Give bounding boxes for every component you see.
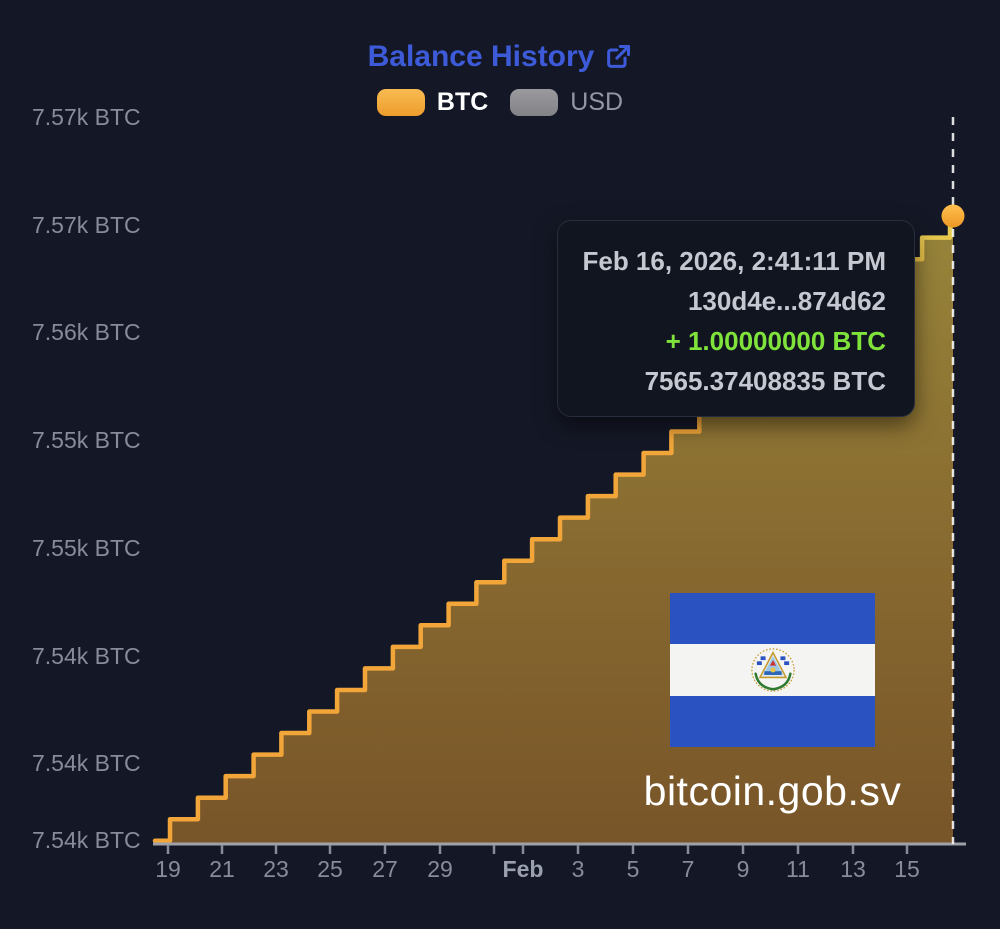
x-axis-label: 11 xyxy=(786,856,810,882)
btc-legend-label: BTC xyxy=(436,88,489,116)
y-axis-label: 7.55k BTC xyxy=(32,535,141,561)
el-salvador-flag xyxy=(670,593,875,747)
x-axis-label: 15 xyxy=(894,856,920,882)
x-axis-label: 23 xyxy=(263,856,289,882)
y-axis-label: 7.55k BTC xyxy=(32,427,141,453)
y-axis-label: 7.54k BTC xyxy=(32,827,141,853)
crosshair-dot xyxy=(941,204,965,228)
x-axis-label: 29 xyxy=(427,856,453,882)
chart-legend: BTC USD xyxy=(0,88,1000,117)
el-salvador-coat-of-arms xyxy=(750,648,795,692)
tooltip: Feb 16, 2026, 2:41:11 PM 130d4e...874d62… xyxy=(557,220,915,417)
page-title: Balance History xyxy=(367,40,595,73)
x-axis-label: 13 xyxy=(840,856,866,882)
tooltip-tx-hash: 130d4e...874d62 xyxy=(687,286,886,316)
x-axis-label: 19 xyxy=(155,856,181,882)
x-axis-label: 3 xyxy=(571,856,585,882)
usd-legend-label: USD xyxy=(570,88,624,116)
x-axis-ticks xyxy=(166,845,909,854)
tooltip-timestamp: Feb 16, 2026, 2:41:11 PM xyxy=(582,246,886,276)
y-axis-label: 7.54k BTC xyxy=(32,750,141,776)
site-watermark: bitcoin.gob.sv xyxy=(643,768,902,814)
y-axis-label: 7.54k BTC xyxy=(32,643,141,669)
y-axis-label: 7.56k BTC xyxy=(32,319,141,345)
legend-item-btc[interactable]: BTC xyxy=(376,88,489,117)
external-link-icon xyxy=(607,44,631,68)
balance-history-link[interactable]: Balance History xyxy=(368,40,633,74)
x-axis-label: 27 xyxy=(372,856,398,882)
y-axis-label: 7.57k BTC xyxy=(32,212,141,238)
flag-stripe-middle xyxy=(670,644,875,696)
x-axis-label: 5 xyxy=(626,856,640,882)
chart-header: Balance History BTC USD xyxy=(0,0,1000,117)
y-axis-label: 7.57k BTC xyxy=(32,104,141,130)
tooltip-balance: 7565.37408835 BTC xyxy=(644,366,886,396)
x-axis-label: Feb xyxy=(502,856,544,882)
x-axis-label: 21 xyxy=(209,856,235,882)
tooltip-amount-change: + 1.00000000 BTC xyxy=(665,326,886,356)
btc-swatch xyxy=(376,89,425,116)
x-axis-label: 9 xyxy=(736,856,750,882)
flag-stripe-top xyxy=(670,593,875,645)
flag-stripe-bottom xyxy=(670,695,875,747)
usd-swatch xyxy=(510,89,559,116)
legend-item-usd[interactable]: USD xyxy=(510,88,623,117)
x-axis-label: 25 xyxy=(317,856,343,882)
x-axis-label: 7 xyxy=(681,856,695,882)
